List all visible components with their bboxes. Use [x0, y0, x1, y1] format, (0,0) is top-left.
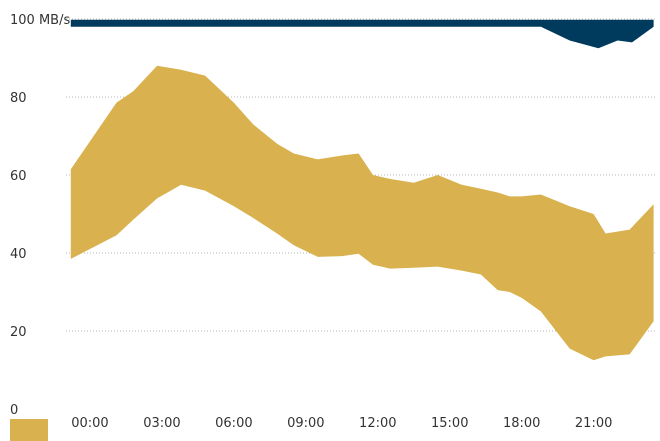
x-tick-label: 09:00	[287, 416, 324, 431]
y-tick-label: 100 MB/s	[10, 13, 70, 28]
x-tick-label: 00:00	[71, 416, 108, 431]
series-band-2	[70, 19, 654, 49]
legend-swatch	[10, 419, 48, 441]
x-tick-label: 15:00	[431, 416, 468, 431]
y-axis-ticks: 0 20 40 60 80 100 MB/s	[10, 13, 70, 418]
y-tick-label: 40	[10, 247, 27, 262]
y-tick-label: 60	[10, 169, 27, 184]
x-axis-ticks: 00:00 03:00 06:00 09:00 12:00 15:00 18:00 21:00	[71, 416, 612, 431]
y-tick-label: 80	[10, 91, 27, 106]
x-tick-label: 21:00	[575, 416, 612, 431]
y-tick-label: 0	[10, 403, 18, 418]
x-tick-label: 03:00	[143, 416, 180, 431]
y-tick-label: 20	[10, 325, 27, 340]
x-tick-label: 12:00	[359, 416, 396, 431]
x-tick-label: 06:00	[215, 416, 252, 431]
series-band-1	[70, 65, 654, 361]
series-areas	[70, 19, 654, 361]
x-tick-label: 18:00	[503, 416, 540, 431]
